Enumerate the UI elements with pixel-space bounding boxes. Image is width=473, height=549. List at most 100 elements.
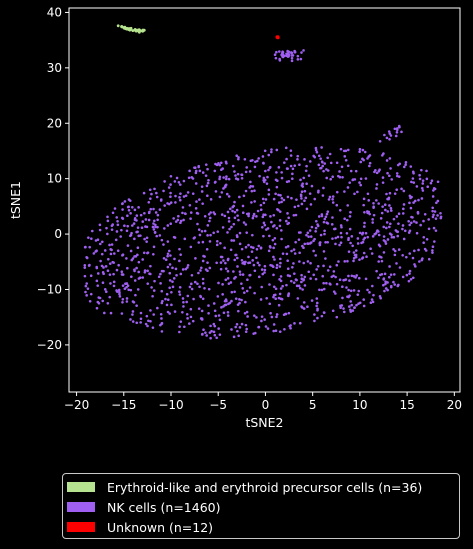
data-point	[227, 282, 231, 285]
data-point	[221, 167, 224, 170]
data-point	[389, 167, 392, 170]
data-point	[383, 289, 386, 293]
data-point	[198, 233, 202, 237]
data-point	[94, 239, 98, 242]
data-point	[155, 234, 159, 238]
data-point	[393, 253, 397, 257]
data-point	[420, 197, 424, 200]
data-point	[181, 206, 185, 209]
data-point	[172, 277, 176, 280]
data-point	[296, 154, 300, 158]
data-point	[281, 55, 284, 58]
data-point	[435, 201, 438, 205]
data-point	[382, 283, 385, 287]
data-point	[373, 232, 377, 236]
data-point	[301, 182, 304, 186]
data-point	[343, 260, 347, 263]
data-point	[357, 289, 361, 293]
data-point	[314, 229, 317, 233]
data-point	[226, 310, 230, 314]
data-point	[324, 215, 328, 219]
data-point	[137, 234, 141, 238]
data-point	[288, 274, 292, 278]
data-point	[313, 319, 316, 323]
data-point	[324, 257, 327, 260]
data-point	[413, 249, 416, 253]
data-point	[408, 272, 411, 275]
data-point	[256, 159, 259, 163]
data-point	[384, 280, 387, 284]
data-point	[109, 311, 113, 315]
data-point	[112, 284, 116, 288]
data-point	[347, 250, 351, 253]
data-point	[272, 255, 275, 259]
y-tick-label: 30	[47, 61, 62, 75]
data-point	[199, 269, 202, 272]
data-point	[183, 212, 187, 215]
data-point	[273, 53, 277, 57]
data-point	[308, 192, 312, 195]
data-point	[113, 207, 117, 210]
data-point	[170, 303, 173, 307]
data-point	[293, 322, 296, 325]
data-point	[164, 297, 167, 301]
data-point	[335, 282, 339, 286]
data-point	[131, 313, 134, 316]
data-point	[331, 201, 335, 204]
data-point	[95, 265, 98, 269]
data-point	[213, 309, 217, 313]
data-point	[224, 278, 228, 282]
data-point	[272, 213, 276, 217]
data-point	[319, 233, 323, 237]
data-point	[325, 281, 328, 285]
data-point	[378, 295, 382, 298]
data-point	[110, 243, 114, 246]
data-point	[255, 247, 259, 251]
data-point	[331, 175, 334, 178]
data-point	[390, 209, 393, 212]
data-point	[240, 247, 244, 251]
data-point	[181, 311, 184, 314]
data-point	[209, 198, 213, 201]
data-point	[149, 207, 153, 211]
data-point	[300, 280, 303, 284]
data-point	[341, 296, 344, 300]
data-point	[172, 217, 175, 220]
data-point	[286, 52, 290, 55]
data-point	[362, 158, 365, 162]
data-point	[390, 235, 394, 239]
data-point	[393, 249, 397, 253]
data-point	[346, 186, 350, 189]
data-point	[293, 49, 296, 53]
y-axis-label: tSNE1	[8, 181, 23, 219]
data-point	[205, 184, 209, 188]
data-point	[307, 270, 311, 274]
data-point	[254, 160, 257, 164]
data-point	[377, 202, 380, 205]
data-point	[372, 205, 375, 208]
data-point	[389, 206, 393, 210]
data-point	[249, 180, 252, 184]
data-point	[404, 163, 407, 167]
y-tick-label: 10	[47, 172, 62, 186]
data-point	[418, 260, 421, 263]
data-point	[190, 287, 194, 291]
data-point	[272, 273, 275, 277]
data-point	[343, 217, 346, 220]
data-point	[187, 176, 191, 180]
legend: Erythroid-like and erythroid precursor c…	[62, 473, 460, 539]
data-point	[409, 206, 413, 210]
data-point	[120, 270, 124, 274]
data-point	[185, 312, 189, 316]
data-point	[287, 311, 291, 315]
data-point	[127, 205, 130, 209]
data-point	[198, 198, 201, 201]
data-point	[377, 233, 381, 237]
data-point	[382, 251, 386, 254]
data-point	[201, 282, 205, 285]
data-point	[250, 250, 254, 253]
data-point	[430, 179, 434, 182]
data-point	[236, 256, 239, 260]
data-point	[143, 269, 147, 272]
data-point	[291, 172, 294, 176]
